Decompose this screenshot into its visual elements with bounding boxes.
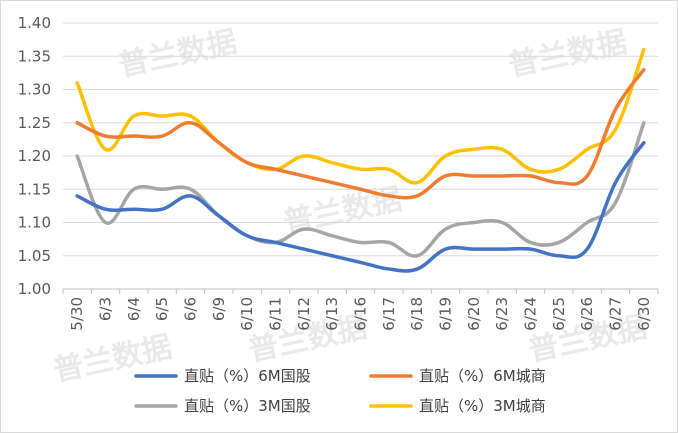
x-tick-label: 6/18: [408, 297, 426, 331]
y-tick-label: 1.30: [18, 81, 51, 99]
x-tick-label: 6/12: [295, 297, 313, 331]
legend-label: 直贴（%）3M国股: [184, 397, 311, 415]
watermark-text: 普兰数据: [50, 330, 175, 389]
x-tick-label: 6/6: [182, 297, 200, 321]
y-axis: 1.00 1.05 1.10 1.15 1.20 1.25 1.30 1.35 1.40: [18, 14, 51, 298]
x-tick-label: 6/25: [550, 297, 568, 331]
x-tick-label: 6/20: [465, 297, 483, 331]
y-tick-label: 1.15: [18, 180, 51, 198]
x-tick-label: 6/4: [125, 297, 143, 321]
y-tick-label: 1.35: [18, 47, 51, 65]
watermark-text: 普兰数据: [505, 25, 630, 84]
y-tick-label: 1.05: [18, 247, 51, 265]
y-tick-label: 1.00: [18, 280, 51, 298]
y-tick-label: 1.20: [18, 147, 51, 165]
x-tick-label: 6/9: [210, 297, 228, 321]
legend-label: 直贴（%）6M城商: [419, 367, 546, 385]
x-tick-label: 6/5: [153, 297, 171, 321]
legend-label: 直贴（%）3M城商: [419, 397, 546, 415]
x-tick-label: 6/30: [635, 297, 653, 331]
x-tick-label: 6/26: [578, 297, 596, 331]
series-line: [75, 121, 646, 258]
series-line: [75, 47, 646, 185]
legend-label: 直贴（%）6M国股: [184, 367, 311, 385]
series-lines: [75, 47, 646, 273]
watermark-text: 普兰数据: [115, 25, 240, 84]
x-tick-label: 6/16: [352, 297, 370, 331]
x-tick-label: 6/27: [607, 297, 625, 331]
y-tick-label: 1.40: [18, 14, 51, 32]
x-tick-label: 6/24: [522, 297, 540, 331]
x-tick-label: 6/10: [238, 297, 256, 331]
y-tick-label: 1.25: [18, 114, 51, 132]
series-line: [75, 67, 646, 200]
series-line: [75, 140, 646, 273]
x-tick-label: 6/13: [323, 297, 341, 331]
x-tick-label: 6/23: [493, 297, 511, 331]
x-tick-label: 5/30: [68, 297, 86, 331]
x-tick-label: 6/11: [267, 297, 285, 331]
x-tick-label: 6/3: [97, 297, 115, 321]
x-tick-label: 6/19: [437, 297, 455, 331]
y-tick-label: 1.10: [18, 214, 51, 232]
x-axis: 5/30 6/3 6/4 6/5 6/6 6/9 6/10 6/11 6/12 6/13 6/16 6…: [62, 289, 659, 331]
x-tick-label: 6/17: [380, 297, 398, 331]
